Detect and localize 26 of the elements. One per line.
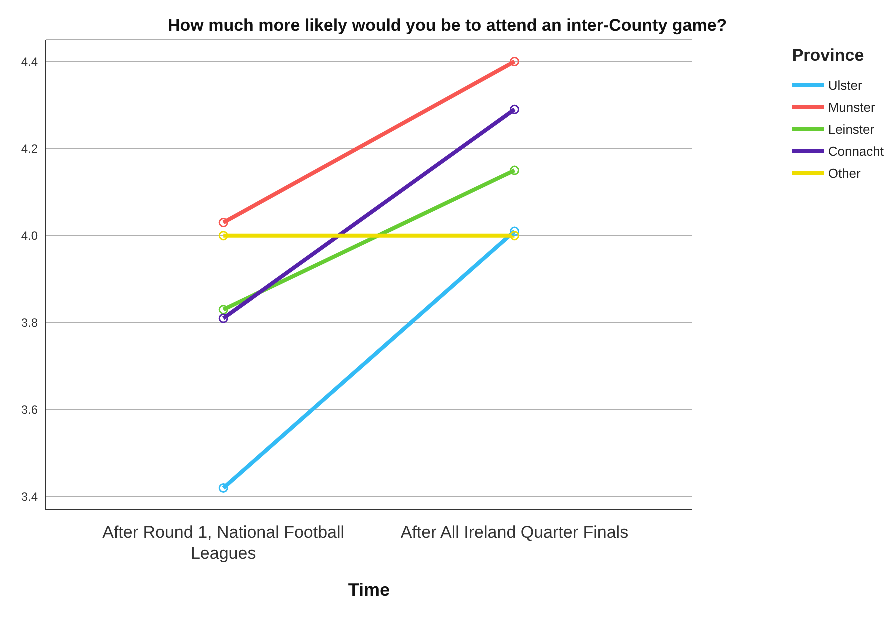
legend-label: Ulster (827, 76, 864, 94)
point (218, 305, 228, 315)
y-tick-label: 4.2 (21, 142, 38, 156)
point (510, 57, 520, 67)
point (218, 314, 228, 324)
y-tick-label: 3.8 (21, 316, 38, 330)
point (218, 218, 228, 228)
y-tick-label: 4.4 (21, 55, 38, 70)
legend-label: Munster (827, 98, 876, 116)
y-tick-label: 3.4 (21, 490, 38, 504)
chart-title: How much more likely would you be to attend an inter-County game? (168, 16, 728, 36)
point (218, 483, 228, 493)
point (510, 231, 520, 241)
point (510, 226, 520, 236)
x-tick-label: After All Ireland Quarter Finals (400, 522, 630, 543)
x-axis-title: Time (348, 580, 390, 600)
point (218, 231, 228, 241)
legend-label: Connacht (827, 142, 884, 160)
x-tick-label: After Round 1, National Football Leagues (102, 522, 346, 564)
legend-label: Other (827, 164, 862, 182)
legend-title: Province (792, 46, 866, 66)
point (510, 104, 520, 114)
legend-label: Leinster (827, 120, 876, 138)
y-tick-label: 3.6 (21, 403, 38, 418)
point (510, 166, 520, 176)
y-tick-label: 4.0 (21, 229, 38, 244)
